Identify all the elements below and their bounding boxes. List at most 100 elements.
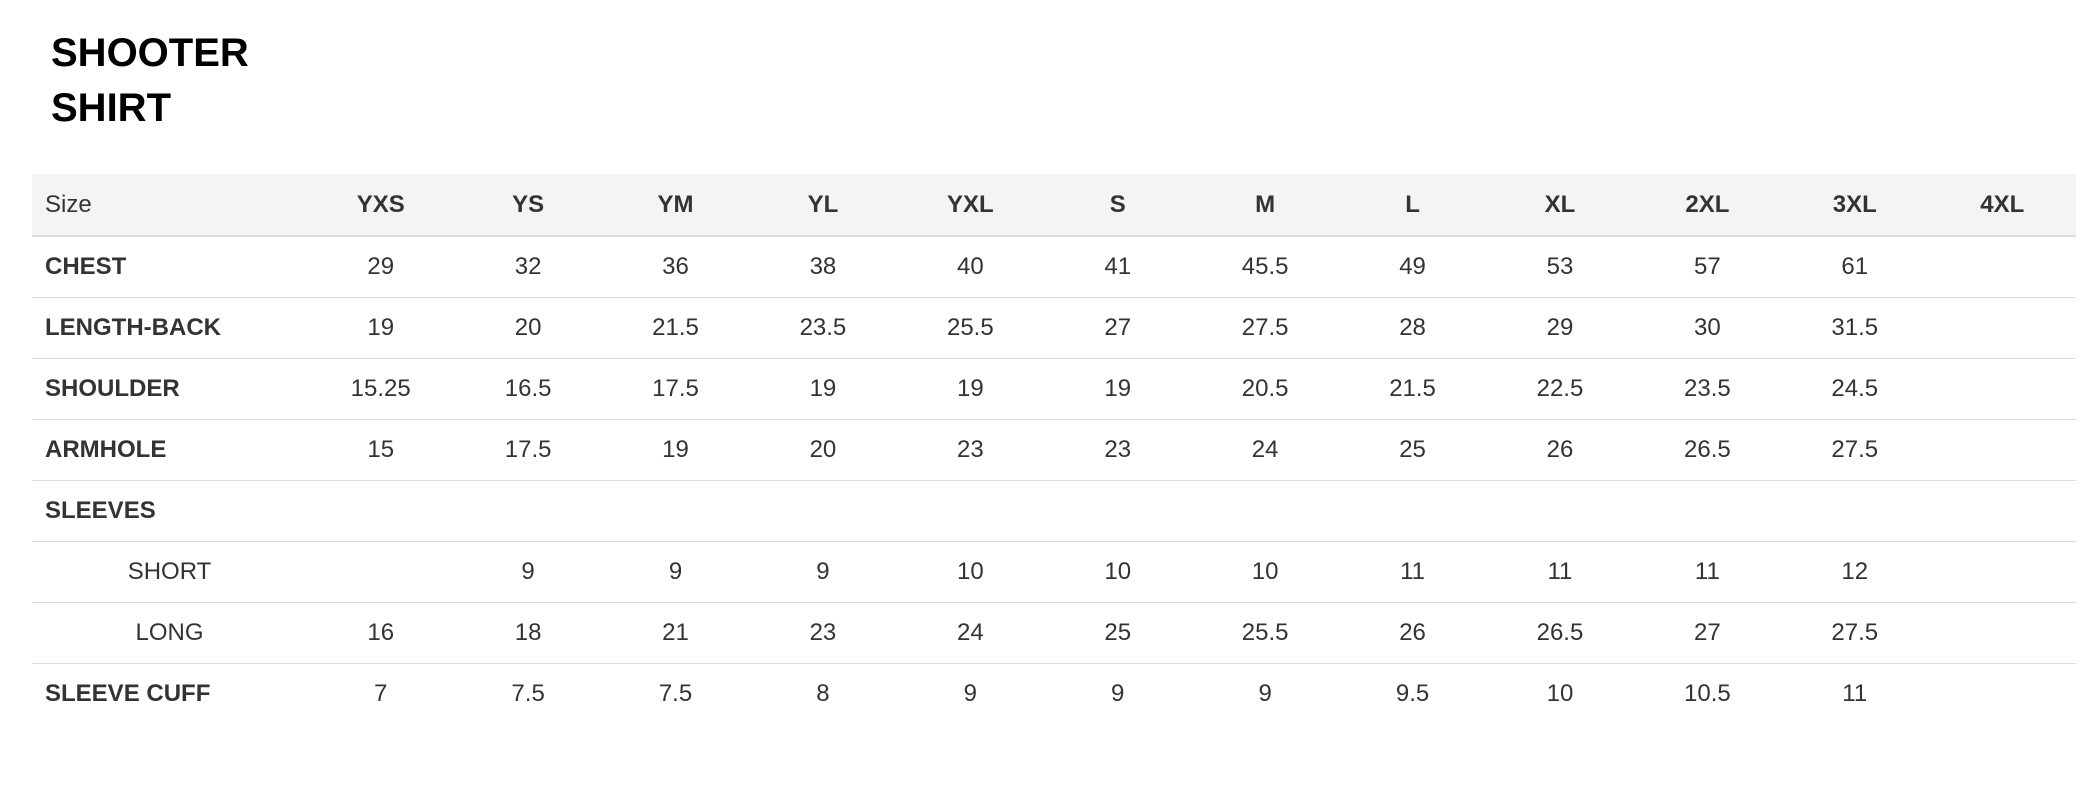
table-cell: 29	[367, 252, 395, 280]
table-cell	[1928, 480, 2076, 541]
table-row: LENGTH-BACK 19 20 21.5 23.5 25.5 27 27.5 28 29 30 3…	[32, 297, 2076, 358]
table-cell: 19	[956, 374, 984, 402]
title-line-1: SHOOTER	[51, 31, 249, 75]
table-cell: 9	[816, 557, 830, 585]
table-cell: 49	[1399, 252, 1426, 280]
table-cell: 20	[809, 435, 837, 463]
title-line-2: SHIRT	[51, 86, 171, 130]
table-cell: 17.5	[504, 435, 552, 463]
table-cell: 9.5	[1395, 679, 1430, 707]
table-cell	[454, 480, 601, 541]
table-cell: 21.5	[1389, 374, 1436, 402]
size-column-header: YS	[512, 190, 545, 218]
table-row: SHOULDER 15.25 16.5 17.5 19 19 19 20.5 21.5 22.5 2…	[32, 358, 2076, 419]
size-column-header: YL	[807, 190, 839, 218]
table-cell: 19	[367, 313, 395, 341]
table-cell: 38	[809, 252, 837, 280]
size-chart-table: Size YXS YS YM YL YXL S M L XL 2XL 3XL 4XL CHEST 29 3…	[32, 174, 2076, 724]
table-cell	[307, 541, 454, 602]
table-cell: 10	[1251, 557, 1279, 585]
table-cell	[1044, 480, 1191, 541]
table-cell: 16.5	[504, 374, 552, 402]
table-cell	[1928, 297, 2076, 358]
table-cell: 10.5	[1684, 679, 1731, 707]
table-cell	[1928, 663, 2076, 724]
table-cell: 26	[1399, 618, 1426, 646]
table-cell: 36	[662, 252, 689, 280]
table-cell: 17.5	[652, 374, 699, 402]
table-cell: 16	[367, 618, 395, 646]
table-cell: 26.5	[1684, 435, 1731, 463]
table-cell: 53	[1546, 252, 1574, 280]
table-cell: 23.5	[1684, 374, 1731, 402]
table-cell: 10	[1104, 557, 1132, 585]
table-cell: 45.5	[1241, 252, 1289, 280]
table-row: CHEST 29 32 36 38 40 41 45.5 49 53 57 61	[32, 236, 2076, 297]
table-cell: 41	[1104, 252, 1132, 280]
table-row: SLEEVES	[32, 480, 2076, 541]
row-label: LONG	[135, 618, 204, 646]
table-cell: 9	[521, 557, 535, 585]
row-label: LENGTH-BACK	[45, 313, 221, 341]
size-column-header: 4XL	[1980, 190, 2025, 218]
table-cell: 27.5	[1831, 618, 1879, 646]
table-cell	[1928, 236, 2076, 297]
table-cell: 27.5	[1241, 313, 1289, 341]
table-cell: 57	[1694, 252, 1721, 280]
table-cell	[307, 480, 454, 541]
table-cell: 30	[1694, 313, 1721, 341]
table-cell: 20.5	[1241, 374, 1289, 402]
size-column-header: YM	[657, 190, 694, 218]
table-cell: 29	[1546, 313, 1574, 341]
size-header-label: Size	[45, 190, 92, 218]
table-cell	[1928, 541, 2076, 602]
table-cell: 19	[662, 435, 689, 463]
table-cell: 10	[956, 557, 984, 585]
table-cell: 11	[1694, 557, 1720, 585]
row-label: SLEEVES	[45, 496, 156, 524]
table-cell: 23.5	[799, 313, 847, 341]
table-row: LONG 16 18 21 23 24 25 25.5 26 26.5 27 27.5	[32, 602, 2076, 663]
table-cell: 9	[668, 557, 683, 585]
table-cell: 10	[1546, 679, 1574, 707]
size-column-header: YXS	[356, 190, 405, 218]
size-column-header: M	[1255, 190, 1276, 218]
table-cell: 19	[809, 374, 837, 402]
page-title: SHOOTER SHIRT	[51, 26, 249, 136]
table-cell: 25.5	[946, 313, 994, 341]
table-cell: 23	[956, 435, 984, 463]
size-column-header: 2XL	[1685, 190, 1730, 218]
table-cell: 26.5	[1536, 618, 1584, 646]
table-cell: 12	[1841, 557, 1869, 585]
table-cell	[1191, 480, 1338, 541]
table-cell	[1928, 419, 2076, 480]
table-cell: 23	[809, 618, 837, 646]
table-cell	[1634, 480, 1781, 541]
size-column-header: XL	[1544, 190, 1576, 218]
table-cell: 24.5	[1831, 374, 1879, 402]
table-cell: 25	[1104, 618, 1132, 646]
table-cell	[1486, 480, 1633, 541]
table-cell: 20	[514, 313, 542, 341]
table-row: ARMHOLE 15 17.5 19 20 23 23 24 25 26 26.5 27.5	[32, 419, 2076, 480]
size-column-header: YXL	[946, 190, 994, 218]
table-cell	[1928, 602, 2076, 663]
table-cell: 61	[1841, 252, 1869, 280]
table-cell	[602, 480, 749, 541]
table-cell: 9	[963, 679, 977, 707]
size-column-header: 3XL	[1832, 190, 1877, 218]
row-label: CHEST	[45, 252, 127, 280]
table-row: SLEEVE CUFF 7 7.5 7.5 8 9 9 9 9.5 10 10.5 11	[32, 663, 2076, 724]
table-cell: 21	[662, 618, 689, 646]
table-row: SHORT 9 9 9 10 10 10 11 11 11 12	[32, 541, 2076, 602]
table-cell: 27.5	[1831, 435, 1879, 463]
table-cell: 11	[1400, 557, 1425, 585]
table-cell	[897, 480, 1044, 541]
table-cell	[1781, 480, 1928, 541]
table-cell: 23	[1104, 435, 1132, 463]
table-cell: 7.5	[511, 679, 545, 707]
table-cell	[1339, 480, 1486, 541]
row-label: ARMHOLE	[45, 435, 167, 463]
row-label: SHOULDER	[45, 374, 180, 402]
table-cell: 28	[1399, 313, 1426, 341]
